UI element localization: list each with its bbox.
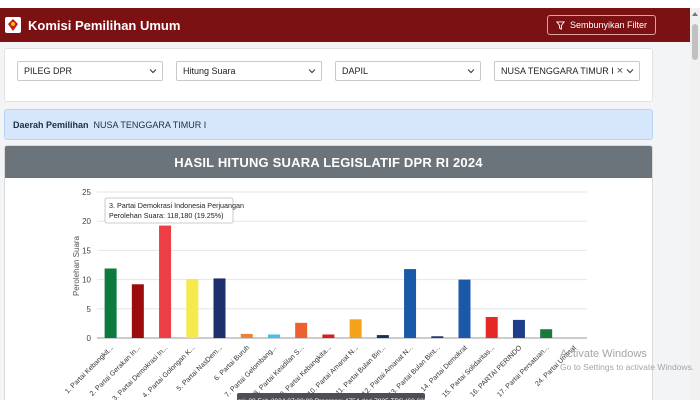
region-info-label: Daerah Pemilihan — [13, 119, 89, 130]
election-select[interactable]: PILEG DPR — [17, 61, 163, 81]
bar-2 — [131, 284, 144, 338]
watermark-title: Activate Windows — [560, 348, 647, 360]
region-info-value: NUSA TENGGARA TIMUR I — [93, 119, 207, 130]
region-select-value: NUSA TENGGARA TIMUR I — [501, 66, 614, 76]
bar-8 — [295, 322, 308, 338]
x-tick-label: 11. Partai Bulan Bin... — [335, 344, 387, 396]
election-select-value: PILEG DPR — [24, 66, 73, 76]
y-axis-label: Perolehan Suara — [72, 235, 81, 296]
tooltip-box — [104, 197, 234, 224]
bar-17 — [540, 329, 553, 338]
hide-filter-label: Sembunyikan Filter — [569, 20, 647, 30]
chevron-down-icon — [467, 69, 475, 74]
bar-4 — [186, 279, 199, 338]
hide-filter-button[interactable]: Sembunyikan Filter — [546, 15, 656, 35]
level-select-value: DAPIL — [342, 66, 369, 76]
x-tick-label: 4. Partai Golongan K... — [142, 344, 197, 399]
bar-16 — [512, 319, 525, 338]
x-tick-label: 7. Partai Gelombang... — [224, 344, 279, 399]
x-tick-label: 9. Partai Kebangkita... — [279, 344, 333, 398]
y-tick-label: 5 — [87, 305, 92, 314]
x-tick-label: 17. Partai Persatuan... — [496, 344, 550, 398]
bar-1 — [104, 268, 117, 338]
y-tick-label: 25 — [82, 188, 91, 197]
app-title: Komisi Pemilihan Umum — [28, 17, 181, 33]
level-select[interactable]: DAPIL — [335, 61, 481, 81]
bar-10 — [349, 319, 362, 338]
version-badge — [237, 393, 425, 400]
browser-top-strip — [0, 0, 700, 8]
bar-12 — [404, 269, 417, 338]
vote-bar-chart: 0 5 10 15 20 25 Perolehan Suara 1. Partai Keban… — [64, 188, 587, 400]
chart-card: HASIL HITUNG SUARA LEGISLATIF DPR RI 202… — [4, 145, 653, 400]
clear-icon[interactable]: × — [616, 65, 623, 77]
x-tick-label: 15. Partai Solidaritas... — [441, 344, 496, 399]
x-tick-label: 8. Partai Keadilan S... — [253, 344, 306, 397]
bar-6 — [240, 333, 253, 338]
bar-3 — [159, 225, 172, 338]
x-tick-label: 3. Partai Demokrasi In... — [111, 344, 169, 400]
bar-15 — [485, 316, 498, 338]
tooltip-line-2: Perolehan Suara: 118,180 (19.25%) — [109, 211, 224, 220]
chevron-down-icon — [308, 69, 316, 74]
bar-14 — [458, 279, 471, 338]
x-tick-label: 13. Partai Bulan Bint... — [387, 344, 441, 398]
bar-11 — [376, 335, 389, 338]
tooltip-line-1: 3. Partai Demokrasi Indonesia Perjuangan — [109, 201, 244, 210]
y-tick-label: 20 — [82, 217, 91, 226]
bar-13 — [431, 336, 444, 338]
y-tick-label: 10 — [82, 276, 91, 285]
region-select[interactable]: NUSA TENGGARA TIMUR I × — [494, 61, 640, 81]
kpu-logo-icon — [5, 17, 21, 33]
region-info-bar: Daerah Pemilihan NUSA TENGGARA TIMUR I — [4, 109, 653, 140]
bar-9 — [322, 334, 335, 338]
bar-5 — [213, 278, 226, 338]
page-scrollbar[interactable] — [690, 8, 700, 400]
x-tick-label: 16. PARTAI PERINDO — [469, 344, 524, 399]
filter-panel: PILEG DPR Hitung Suara DAPIL NUSA TENGGA… — [4, 48, 653, 102]
windows-activation-watermark: Activate Windows Go to Settings to activ… — [560, 348, 694, 372]
bar-7 — [267, 334, 280, 338]
x-tick-label: 12. Partai Amanat N... — [361, 344, 414, 397]
chart-title: HASIL HITUNG SUARA LEGISLATIF DPR RI 202… — [5, 146, 652, 178]
chevron-down-icon — [626, 69, 634, 74]
watermark-subtitle: Go to Settings to activate Windows. — [560, 362, 695, 372]
x-tick-label: 10. Partai Amanat N... — [307, 344, 360, 397]
version-text: Versi: 28 Feb 2024 07:00:00 Progress: 47… — [230, 398, 432, 400]
top-navbar: Komisi Pemilihan Umum Sembunyikan Filter — [0, 8, 700, 42]
x-tick-label: 5. Partai NasDem... — [176, 344, 224, 392]
x-tick-label: 14. Partai Demokrat — [420, 344, 469, 393]
y-tick-label: 0 — [87, 334, 92, 343]
y-tick-label: 15 — [82, 246, 91, 255]
scroll-thumb[interactable] — [692, 24, 698, 60]
x-tick-label: 1. Partai Kebangkit... — [64, 344, 115, 395]
count-mode-select-value: Hitung Suara — [183, 66, 236, 76]
x-tick-label: 2. Partai Gerakan In... — [89, 344, 142, 397]
filter-icon — [555, 20, 565, 30]
chevron-down-icon — [149, 69, 157, 74]
count-mode-select[interactable]: Hitung Suara — [176, 61, 322, 81]
scroll-up-arrow-icon[interactable] — [691, 10, 699, 18]
